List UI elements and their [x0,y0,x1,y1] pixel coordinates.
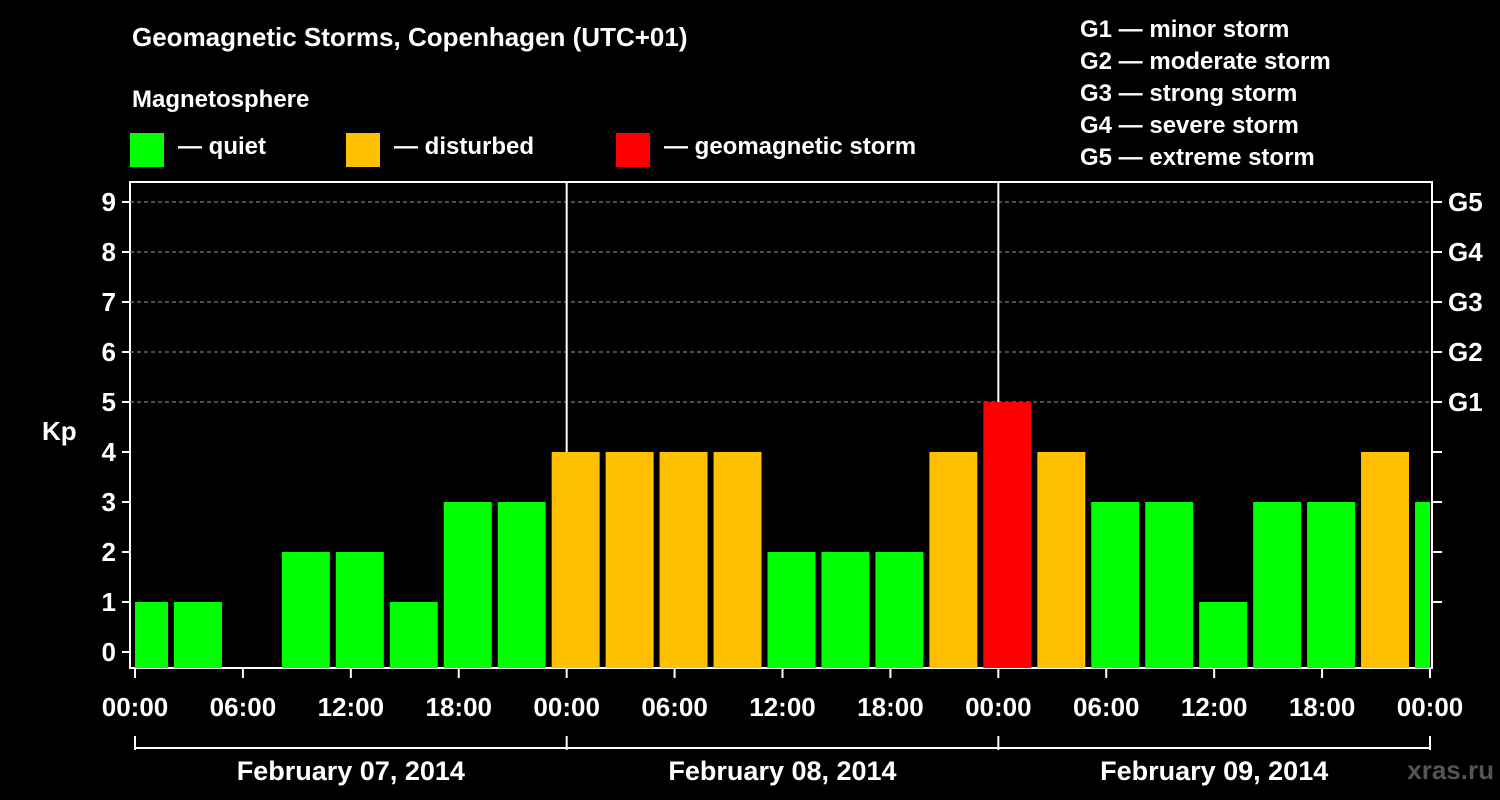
kp-bar [1037,452,1086,668]
x-tick-label: 12:00 [749,692,816,722]
x-tick-label: 00:00 [965,692,1032,722]
y-tick-label: 3 [102,487,116,517]
x-tick-label: 06:00 [210,692,277,722]
legend-label-disturbed: — disturbed [394,133,535,160]
y-tick-label: 0 [102,637,116,667]
y-tick-label: 5 [102,387,116,417]
g-scale-label: G5 [1448,187,1483,217]
storm-scale-g3: G3 — strong storm [1080,80,1298,107]
y-axis-label: Kp [42,416,77,446]
date-label: February 08, 2014 [668,756,896,786]
x-tick-label: 06:00 [641,692,708,722]
kp-bar [1199,602,1248,668]
legend-swatch-quiet [130,133,164,167]
kp-bar [767,552,816,668]
g-scale-label: G3 [1448,287,1483,317]
y-tick-label: 8 [102,237,116,267]
date-label: February 07, 2014 [237,756,465,786]
kp-bar [497,502,546,668]
y-tick-label: 4 [102,437,117,467]
kp-bar [983,402,1032,668]
kp-bar [1253,502,1302,668]
date-label: February 09, 2014 [1100,756,1328,786]
kp-bar [135,602,168,668]
storm-scale-g4: G4 — severe storm [1080,112,1299,139]
kp-bar [875,552,924,668]
kp-bar [821,552,870,668]
g-scale-label: G4 [1448,237,1483,267]
kp-bar [929,452,978,668]
y-tick-label: 1 [102,587,116,617]
chart-title: Geomagnetic Storms, Copenhagen (UTC+01) [132,22,688,52]
x-tick-label: 12:00 [1181,692,1248,722]
x-tick-label: 18:00 [1289,692,1356,722]
legend-swatch-disturbed [346,133,380,167]
kp-bar [713,452,762,668]
legend-label-quiet: — quiet [178,133,266,160]
kp-bar [1307,502,1356,668]
x-tick-label: 06:00 [1073,692,1140,722]
kp-bar [281,552,330,668]
watermark: xras.ru [1407,755,1494,785]
legend-label-storm: — geomagnetic storm [664,133,917,160]
x-tick-label: 18:00 [426,692,493,722]
kp-bar [551,452,600,668]
kp-bar [1361,452,1410,668]
x-tick-label: 12:00 [318,692,385,722]
storm-scale-g2: G2 — moderate storm [1080,48,1331,75]
kp-bar [335,552,384,668]
kp-bar [605,452,654,668]
kp-bar [389,602,438,668]
kp-bar [173,602,222,668]
g-scale-label: G1 [1448,387,1483,417]
storm-scale-g5: G5 — extreme storm [1080,144,1315,171]
kp-bar [1091,502,1140,668]
g-scale-label: G2 [1448,337,1483,367]
x-tick-label: 18:00 [857,692,924,722]
kp-bar [1415,502,1430,668]
y-tick-label: 2 [102,537,116,567]
kp-bar [1145,502,1194,668]
kp-bar [659,452,708,668]
legend-swatch-storm [616,133,650,167]
storm-scale-g1: G1 — minor storm [1080,16,1290,43]
kp-bar [443,502,492,668]
y-tick-label: 9 [102,187,116,217]
y-tick-label: 7 [102,287,116,317]
y-tick-label: 6 [102,337,116,367]
x-tick-label: 00:00 [533,692,600,722]
legend-heading: Magnetosphere [132,86,310,113]
x-tick-label: 00:00 [1397,692,1464,722]
x-tick-label: 00:00 [102,692,169,722]
